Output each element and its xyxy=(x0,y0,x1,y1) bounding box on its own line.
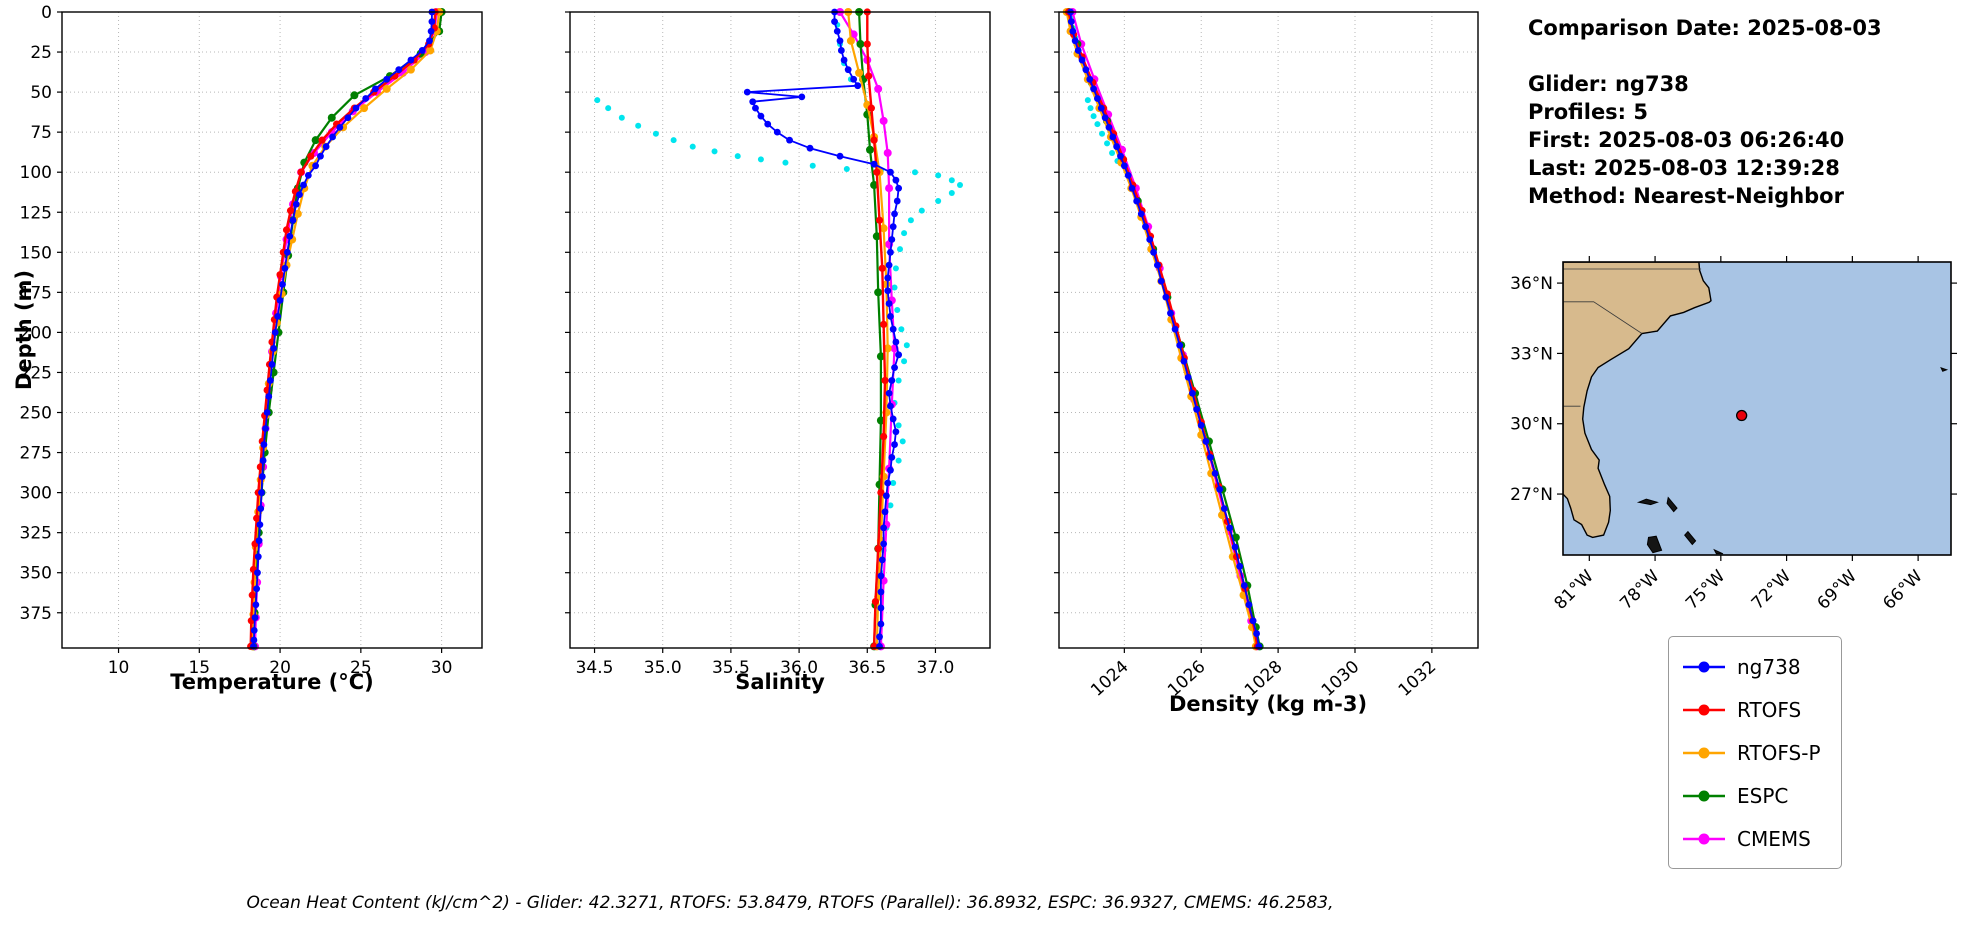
legend-item-rtofs-p: RTOFS-P xyxy=(1683,731,1821,774)
svg-text:36.5: 36.5 xyxy=(848,658,886,678)
svg-text:375: 375 xyxy=(20,604,52,624)
salinity-plot: 34.5 35.0 35.5 36.0 36.5 37.0 xyxy=(565,8,991,678)
legend-marker-rtofs xyxy=(1683,704,1725,715)
salinity-axis-label: Salinity xyxy=(735,670,825,694)
density-axis-label: Density (kg m-3) xyxy=(1168,692,1368,716)
svg-text:325: 325 xyxy=(20,524,52,544)
profiles-count: Profiles: 5 xyxy=(1528,100,1649,124)
temperature-plot: 0 25 50 75 100 125 150 175 200 225 250 275 300 325 350… xyxy=(20,3,483,678)
legend-label: ng738 xyxy=(1737,654,1801,679)
legend-label: ESPC xyxy=(1737,783,1789,808)
svg-text:35.5: 35.5 xyxy=(712,658,750,678)
svg-text:125: 125 xyxy=(20,203,52,223)
map-svg: 27°N 30°N 33°N 36°N 81°W 78°W 75°W 72°W 69°W 66°W xyxy=(1510,256,1957,614)
svg-text:25: 25 xyxy=(350,658,372,678)
svg-text:1024: 1024 xyxy=(1087,657,1133,701)
legend-item-cmems: CMEMS xyxy=(1683,817,1821,860)
legend-item-ng738: ng738 xyxy=(1683,645,1821,688)
legend-marker-cmems xyxy=(1683,833,1725,844)
location-map: 27°N 30°N 33°N 36°N 81°W 78°W 75°W 72°W 69°W 66°W xyxy=(1510,256,1957,614)
density-plot-svg: 1024 1026 1028 1030 1032 xyxy=(1054,8,1479,701)
legend-item-rtofs: RTOFS xyxy=(1683,688,1821,731)
last-profile-time: Last: 2025-08-03 12:39:28 xyxy=(1528,156,1840,180)
svg-text:1032: 1032 xyxy=(1395,657,1441,701)
legend-label: RTOFS-P xyxy=(1737,740,1821,765)
svg-text:300: 300 xyxy=(20,484,52,504)
svg-text:250: 250 xyxy=(20,404,52,424)
svg-text:81°W: 81°W xyxy=(1550,566,1597,613)
svg-text:30°N: 30°N xyxy=(1510,415,1553,435)
svg-text:75°W: 75°W xyxy=(1682,566,1729,613)
svg-text:225: 225 xyxy=(20,363,52,383)
svg-text:10: 10 xyxy=(108,658,130,678)
legend: ng738 RTOFS RTOFS-P ESPC CMEMS xyxy=(1668,636,1842,869)
svg-text:175: 175 xyxy=(20,283,52,303)
glider-location-marker xyxy=(1736,409,1748,422)
svg-text:75: 75 xyxy=(30,123,52,143)
svg-text:27°N: 27°N xyxy=(1510,485,1553,505)
density-plot: 1024 1026 1028 1030 1032 xyxy=(1054,8,1479,701)
glider-name: Glider: ng738 xyxy=(1528,72,1689,96)
svg-text:0: 0 xyxy=(41,3,52,23)
svg-text:36°N: 36°N xyxy=(1510,274,1553,294)
svg-text:150: 150 xyxy=(20,243,52,263)
legend-item-espc: ESPC xyxy=(1683,774,1821,817)
svg-text:36.0: 36.0 xyxy=(780,658,818,678)
svg-text:34.5: 34.5 xyxy=(576,658,614,678)
svg-text:275: 275 xyxy=(20,444,52,464)
temperature-axis-label: Temperature (°C) xyxy=(170,670,374,694)
svg-text:25: 25 xyxy=(30,43,52,63)
legend-marker-espc xyxy=(1683,790,1725,801)
svg-text:50: 50 xyxy=(30,83,52,103)
svg-text:78°W: 78°W xyxy=(1616,566,1663,613)
svg-text:100: 100 xyxy=(20,163,52,183)
info-panel: Comparison Date: 2025-08-03 Glider: ng73… xyxy=(1528,14,1882,210)
salinity-plot-svg: 34.5 35.0 35.5 36.0 36.5 37.0 xyxy=(565,8,991,678)
legend-label: CMEMS xyxy=(1737,826,1811,851)
svg-text:66°W: 66°W xyxy=(1879,566,1926,613)
svg-text:33°N: 33°N xyxy=(1510,344,1553,364)
svg-text:35.0: 35.0 xyxy=(644,658,682,678)
comparison-method: Method: Nearest-Neighbor xyxy=(1528,184,1844,208)
svg-text:20: 20 xyxy=(269,658,291,678)
svg-text:350: 350 xyxy=(20,564,52,584)
temperature-plot-svg: 0 25 50 75 100 125 150 175 200 225 250 275 300 325 350… xyxy=(20,3,483,678)
svg-text:72°W: 72°W xyxy=(1748,566,1795,613)
comparison-date: Comparison Date: 2025-08-03 xyxy=(1528,16,1882,40)
svg-text:200: 200 xyxy=(20,323,52,343)
svg-text:30: 30 xyxy=(431,658,453,678)
first-profile-time: First: 2025-08-03 06:26:40 xyxy=(1528,128,1845,152)
legend-marker-ng738 xyxy=(1683,661,1725,672)
legend-marker-rtofs-p xyxy=(1683,747,1725,758)
ohc-footer: Ocean Heat Content (kJ/cm^2) - Glider: 4… xyxy=(246,893,1334,913)
svg-text:37.0: 37.0 xyxy=(917,658,955,678)
legend-label: RTOFS xyxy=(1737,697,1802,722)
svg-text:69°W: 69°W xyxy=(1814,566,1861,613)
svg-text:15: 15 xyxy=(188,658,210,678)
